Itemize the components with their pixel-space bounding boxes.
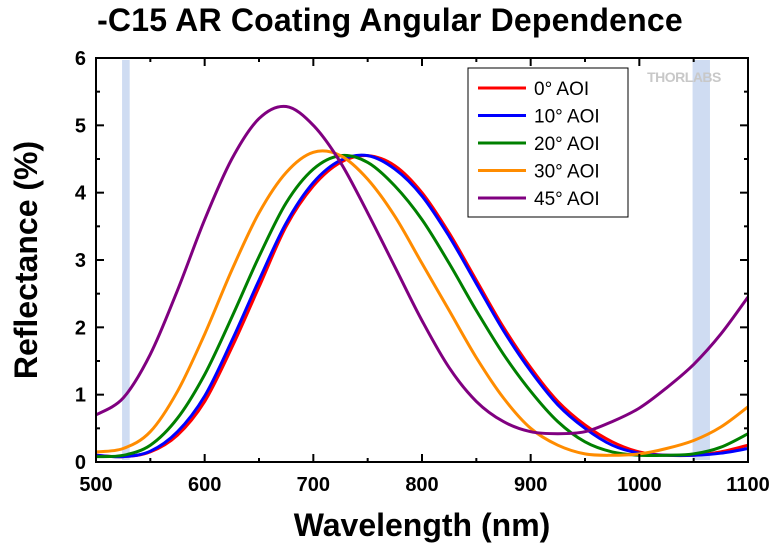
y-tick-label-2: 2 xyxy=(75,317,86,339)
x-tick-label-5: 1000 xyxy=(617,474,662,496)
y-tick-label-1: 1 xyxy=(75,385,86,407)
y-tick-label-6: 6 xyxy=(75,48,86,70)
x-axis-title: Wavelength (nm) xyxy=(294,507,551,543)
chart-title: -C15 AR Coating Angular Dependence xyxy=(97,2,683,38)
y-tick-label-3: 3 xyxy=(75,250,86,272)
legend-label-3: 30° AOI xyxy=(534,162,600,183)
series-line-4 xyxy=(95,104,750,436)
series-line-1 xyxy=(95,153,749,459)
legend: 0° AOI 10° AOI 20° AOI 30° AOI 45° AOI xyxy=(467,67,629,218)
y-axis-title: Reflectance (%) xyxy=(8,141,44,379)
y-tick-label-5: 5 xyxy=(75,115,86,137)
thorlabs-watermark: THORLABS xyxy=(647,69,721,85)
axis-ticks: 500 600 700 800 900 1000 1100 0 1 2 3 4 5 6 xyxy=(75,48,770,496)
x-tick-label-6: 1100 xyxy=(726,474,769,496)
x-tick-label-1: 600 xyxy=(188,474,221,496)
legend-label-2: 20° AOI xyxy=(534,134,600,155)
series-line-3 xyxy=(95,149,749,457)
series-lines xyxy=(95,104,750,459)
shaded-band-1 xyxy=(692,60,710,460)
x-tick-label-0: 500 xyxy=(79,474,112,496)
legend-label-1: 10° AOI xyxy=(534,107,600,128)
x-tick-label-3: 800 xyxy=(405,474,438,496)
legend-label-0: 0° AOI xyxy=(534,79,589,100)
legend-label-4: 45° AOI xyxy=(534,189,600,210)
x-tick-label-2: 700 xyxy=(297,474,330,496)
y-tick-label-0: 0 xyxy=(75,452,86,474)
x-tick-label-4: 900 xyxy=(514,474,547,496)
y-tick-label-4: 4 xyxy=(75,183,87,205)
shaded-band-0 xyxy=(122,60,130,460)
